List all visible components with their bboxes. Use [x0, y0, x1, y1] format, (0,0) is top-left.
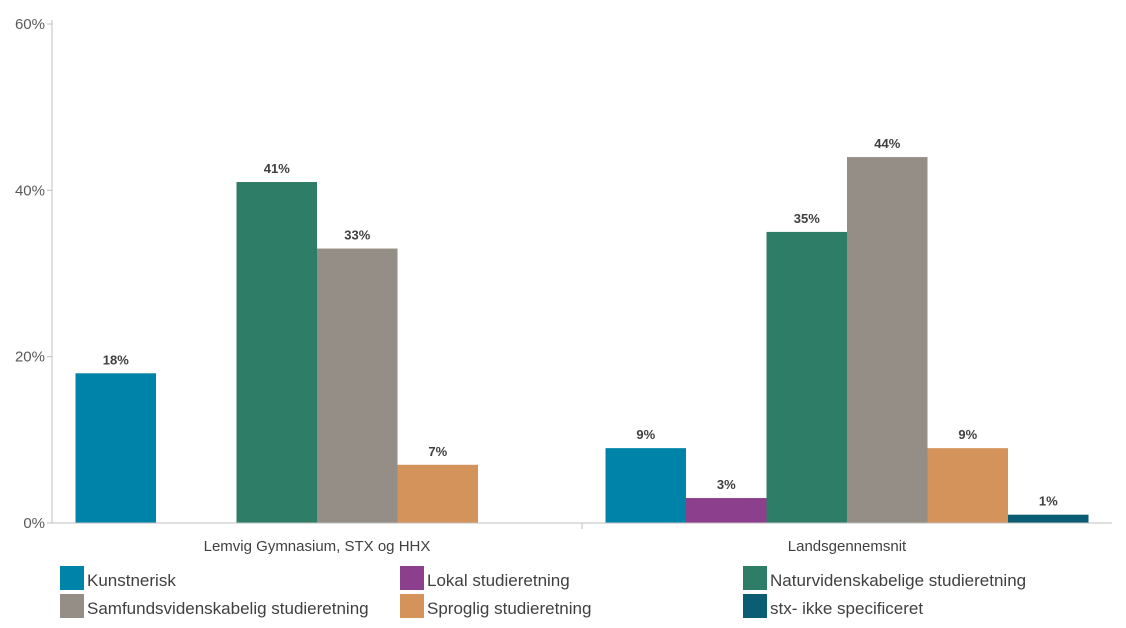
data-label: 3% [717, 477, 736, 492]
legend-label: Samfundsvidenskabelig studieretning [87, 599, 369, 618]
bar [75, 373, 156, 523]
bar [1008, 514, 1089, 523]
y-tick-label: 40% [15, 182, 45, 199]
bar [317, 248, 398, 524]
bar [397, 464, 478, 523]
legend-swatch [60, 594, 84, 618]
bar [847, 157, 928, 524]
legend-swatch [400, 594, 424, 618]
legend-swatch [60, 566, 84, 590]
y-tick-label: 20% [15, 349, 45, 366]
legend-swatch [743, 594, 767, 618]
legend: Kunstnerisk Lokal studieretning Naturviden… [60, 566, 1026, 618]
x-category-label: Landsgennemsnit [788, 538, 907, 555]
bar [605, 448, 686, 523]
data-label: 7% [428, 444, 447, 459]
data-label: 9% [958, 427, 977, 442]
data-label: 9% [636, 427, 655, 442]
legend-label: Naturvidenskabelige studieretning [770, 571, 1026, 590]
data-label: 33% [344, 228, 370, 243]
y-tick-label: 60% [15, 16, 45, 33]
data-label: 18% [103, 352, 129, 367]
data-label: 35% [794, 211, 820, 226]
x-category-label: Lemvig Gymnasium, STX og HHX [204, 538, 431, 555]
legend-label: Kunstnerisk [87, 571, 176, 590]
bar [766, 231, 847, 523]
data-label: 1% [1039, 494, 1058, 509]
x-axis: Lemvig Gymnasium, STX og HHX Landsgennems… [52, 522, 1112, 555]
legend-swatch [400, 566, 424, 590]
bars: 18% 41% 33% 7% 9% 3% 35% 44% 9% 1% [75, 136, 1089, 524]
y-axis: 0% 20% 40% 60% [15, 16, 53, 532]
bar [927, 448, 1008, 523]
bar [686, 498, 767, 523]
legend-label: Sproglig studieretning [427, 599, 591, 618]
y-tick-label: 0% [23, 515, 45, 532]
legend-swatch [743, 566, 767, 590]
legend-label: Lokal studieretning [427, 571, 570, 590]
data-label: 44% [874, 136, 900, 151]
bar [236, 182, 317, 523]
legend-label: stx- ikke specificeret [770, 599, 923, 618]
data-label: 41% [264, 161, 290, 176]
